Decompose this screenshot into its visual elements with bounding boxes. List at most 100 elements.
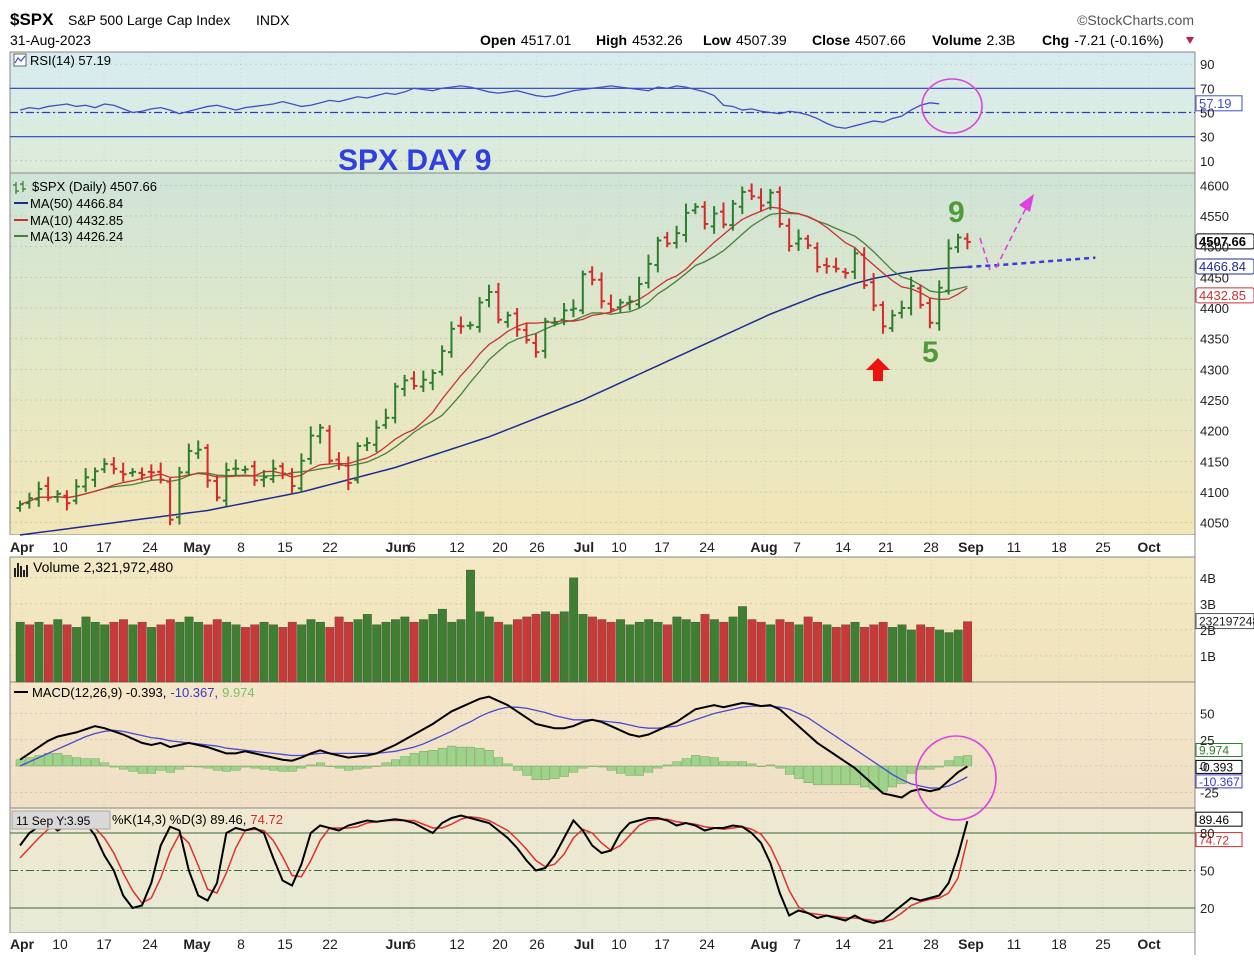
volume-bar	[184, 616, 194, 683]
macd-histogram-bar	[419, 751, 429, 767]
date-axis-label-top: 14	[835, 539, 851, 555]
macd-histogram-bar	[681, 758, 691, 767]
date-axis-label-bottom: 10	[52, 936, 68, 952]
ohlc-bar	[344, 456, 352, 491]
open-label: Open	[480, 32, 516, 48]
volume-bar	[944, 632, 954, 683]
volume-bar	[25, 624, 35, 683]
macd-histogram-bar	[334, 765, 344, 769]
ohlc-bar	[429, 369, 437, 391]
date-axis-label-top: 15	[277, 539, 293, 555]
chg-value: -7.21 (-0.16%)	[1074, 32, 1163, 48]
macd-histogram-bar	[278, 765, 288, 772]
date-axis-label-top: 10	[611, 539, 627, 555]
date-axis-label-bottom: Jul	[574, 936, 594, 952]
volume-bar	[203, 624, 213, 683]
volume-bar	[419, 619, 428, 683]
macd-histogram-bar	[953, 756, 963, 767]
volume-bar	[719, 621, 729, 683]
macd-signal-label: -10.367,	[170, 685, 218, 700]
volume-bar	[803, 616, 813, 683]
volume-bar	[494, 621, 504, 683]
ohlc-bar	[551, 317, 559, 327]
macd-histogram-bar	[531, 765, 541, 780]
rsi-last-label: 57.19	[1199, 96, 1232, 111]
close-label: Close	[812, 32, 850, 48]
macd-histogram-bar	[475, 747, 485, 767]
volume-bar	[353, 619, 363, 683]
ohlc-bar	[297, 453, 305, 493]
ohlc-bar	[579, 270, 587, 315]
date-axis-label-bottom: 15	[277, 936, 293, 952]
ohlc-bar	[729, 199, 737, 231]
ohlc-bar	[860, 247, 868, 289]
volume-bar	[747, 619, 757, 683]
ohlc-bar	[316, 423, 324, 444]
ohlc-bar	[945, 239, 953, 295]
stochastic-last-label: 74.72	[1199, 834, 1229, 848]
volume-bar	[625, 624, 635, 683]
macd-histogram-bar	[297, 765, 307, 769]
ohlc-bar	[204, 444, 212, 488]
price-legend-label: $SPX (Daily) 4507.66	[32, 179, 157, 194]
volume-bar	[785, 621, 794, 683]
volume-bar	[541, 611, 550, 683]
volume-bar	[813, 621, 822, 683]
volume-bar	[963, 621, 973, 683]
date-axis-label-top: Sep	[958, 539, 984, 555]
volume-bar	[372, 624, 382, 683]
volume-bar	[147, 627, 156, 683]
date-axis-label-top: Aug	[750, 539, 777, 555]
volume-label: Volume	[932, 32, 982, 48]
volume-bar	[400, 616, 410, 683]
date-axis-label-bottom: 22	[322, 936, 338, 952]
macd-histogram-bar	[728, 761, 738, 767]
ohlc-bar	[16, 500, 24, 512]
date-axis-label-bottom: 8	[237, 936, 245, 952]
date-axis-label-bottom: May	[183, 936, 210, 952]
macd-histogram-bar	[428, 750, 438, 767]
date-axis-label-top: 18	[1051, 539, 1067, 555]
macd-histogram-bar	[597, 765, 607, 768]
low-label: Low	[703, 32, 731, 48]
macd-histogram-bar	[775, 765, 785, 769]
rsi-last-badge	[1195, 95, 1243, 112]
ohlc-bar	[560, 303, 568, 326]
macd-histogram-bar	[118, 765, 128, 770]
y-tick-label: 4300	[1200, 362, 1229, 377]
volume-bar	[325, 627, 335, 683]
close-value: 4507.66	[855, 32, 906, 48]
ohlc-bar	[100, 458, 108, 474]
volume-value: 2.3B	[987, 32, 1016, 48]
date-axis-label-top: 20	[492, 539, 508, 555]
price-legend: $SPX (Daily) 4507.66 MA(50) 4466.84 MA(1…	[13, 179, 157, 244]
macd-histogram-bar	[81, 758, 91, 767]
macd-histogram-bar	[203, 765, 213, 769]
ohlc-bar	[363, 437, 371, 451]
ohlc-bar	[644, 254, 652, 289]
ohlc-bar	[710, 206, 718, 234]
macd-histogram-bar	[522, 765, 532, 776]
ohlc-bar	[916, 284, 924, 309]
stochastic-d-label: 74.72	[250, 812, 283, 827]
date-axis-label-top: 28	[923, 539, 939, 555]
ohlc-bar	[626, 295, 634, 311]
macd-histogram-bar	[259, 765, 269, 770]
ohlc-bar	[54, 490, 62, 503]
volume-bar	[100, 624, 110, 683]
volume-bar	[222, 621, 232, 683]
macd-histogram-bar	[409, 753, 419, 767]
y-tick-label: 4150	[1200, 454, 1229, 469]
ohlc-bar	[335, 452, 343, 470]
ohlc-bar	[513, 307, 521, 337]
ma13-legend-label: MA(13) 4426.24	[30, 229, 123, 244]
open-value: 4517.01	[521, 32, 572, 48]
macd-histogram-bar	[503, 763, 513, 767]
macd-histogram-bar	[100, 762, 110, 767]
y-tick-label: 4550	[1200, 209, 1229, 224]
ohlc-bar	[541, 317, 549, 359]
exchange: INDX	[256, 12, 290, 28]
ma10-value-label-badge	[1195, 287, 1254, 304]
